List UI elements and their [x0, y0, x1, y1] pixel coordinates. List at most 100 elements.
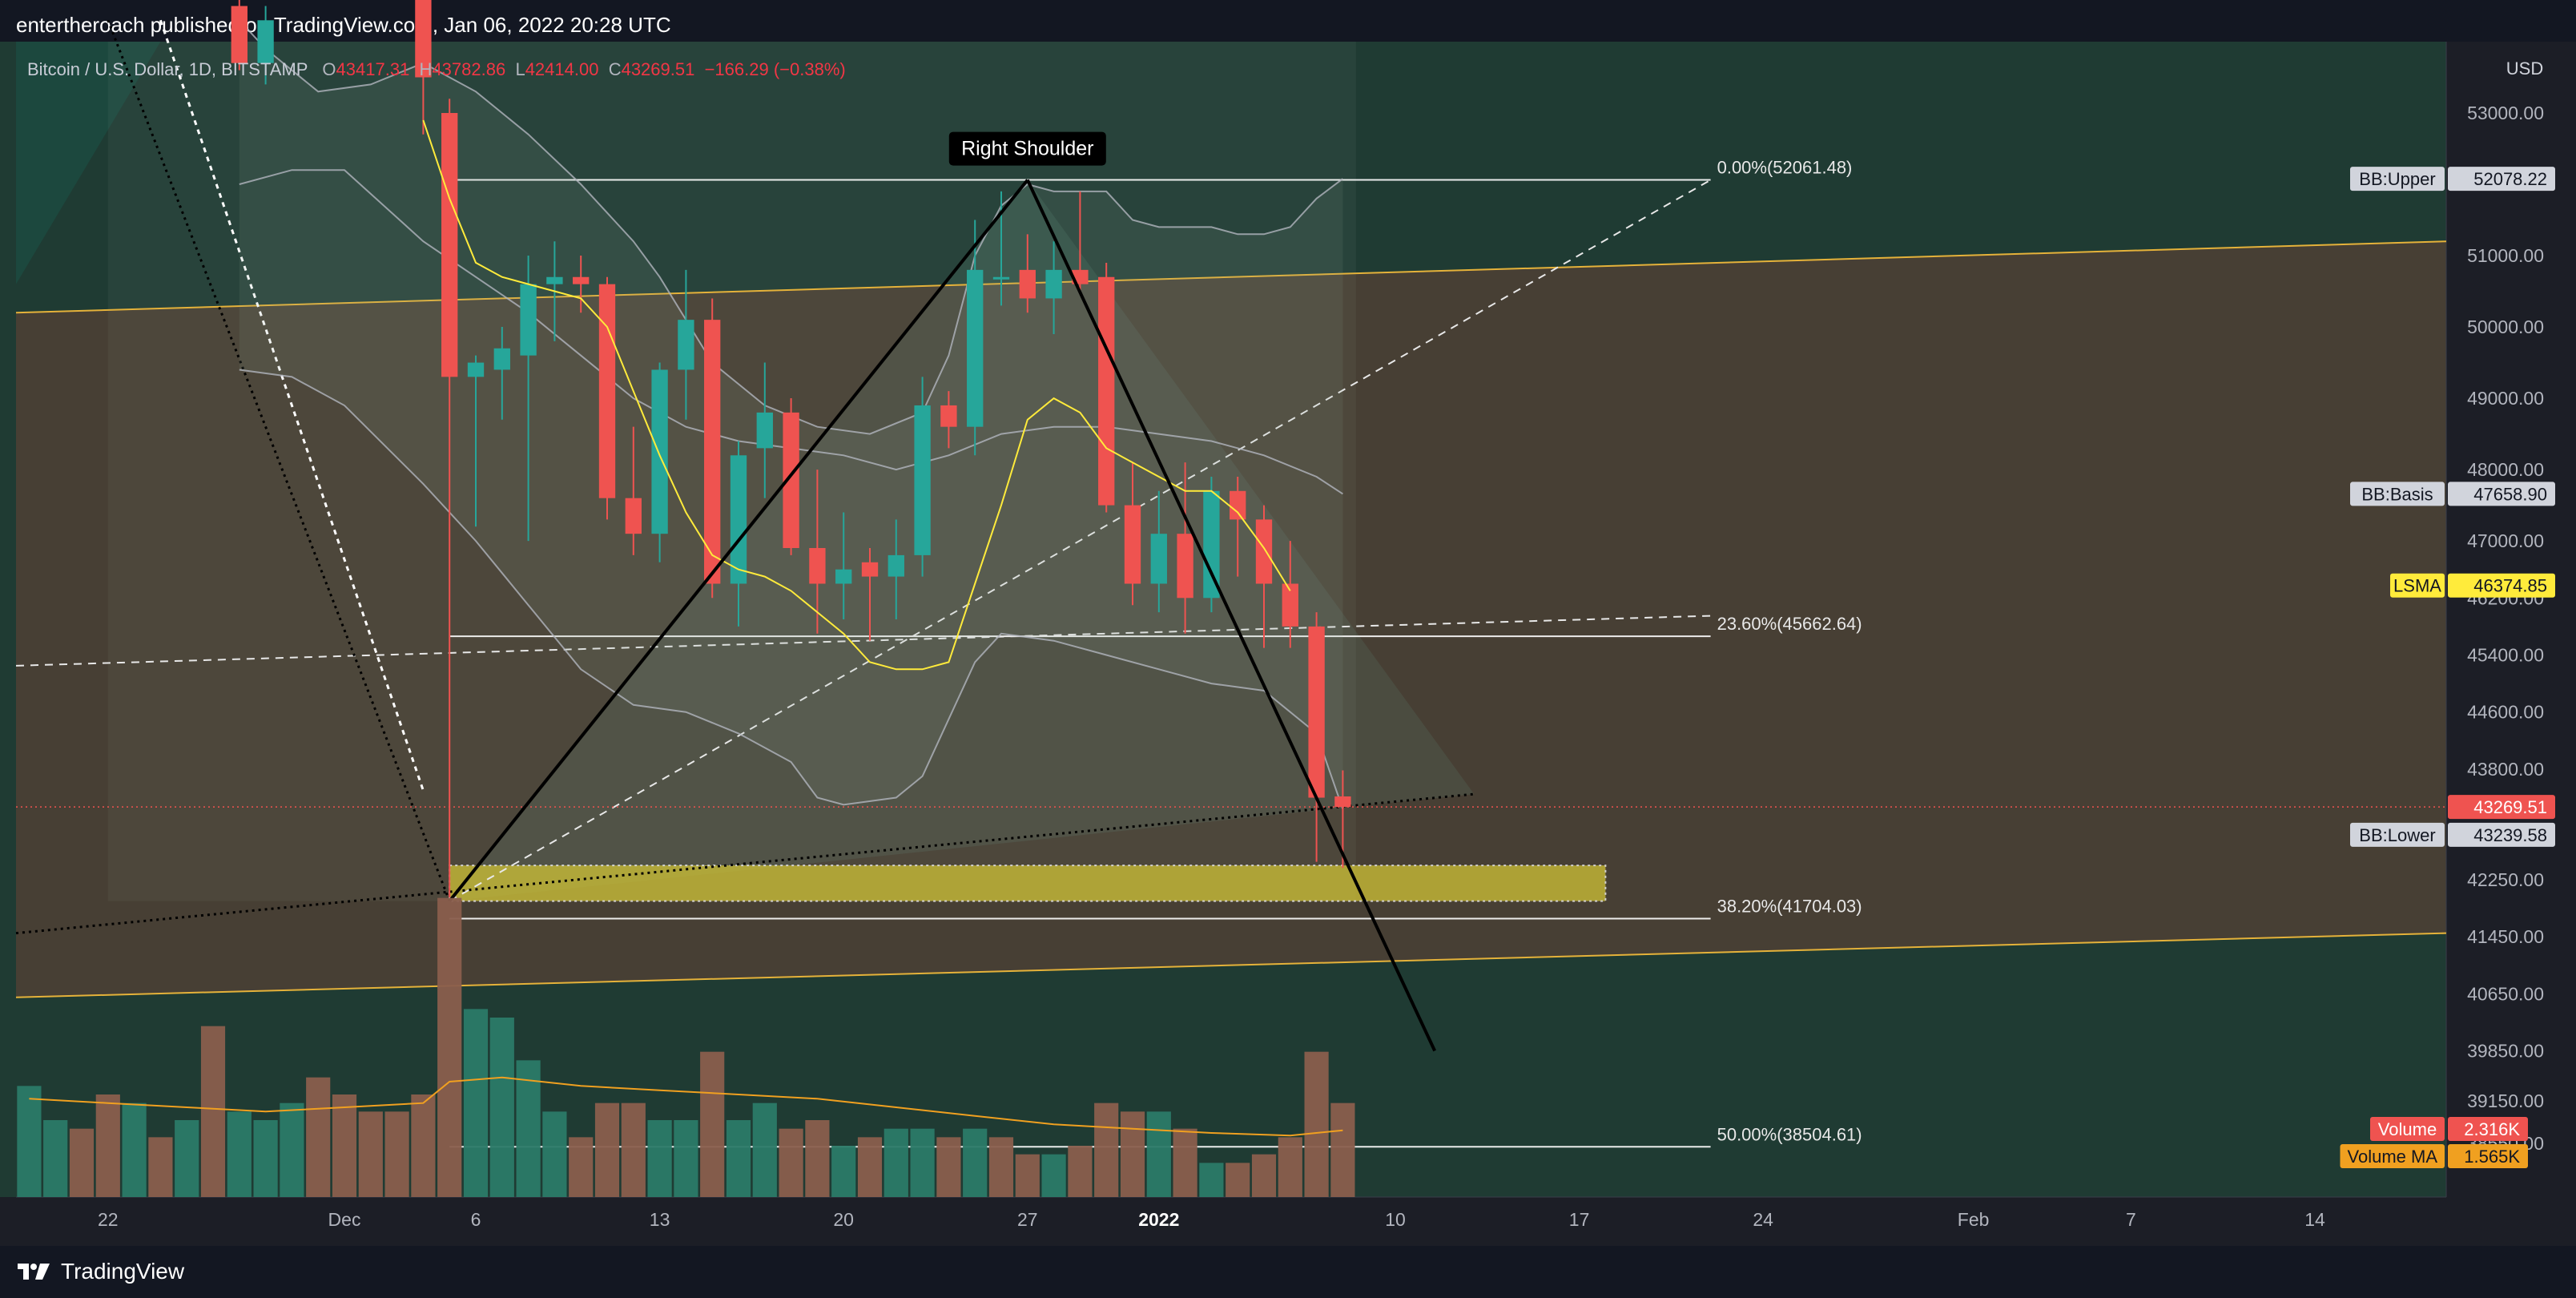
candle-body [678, 320, 694, 370]
y-tick-label: 39150.00 [2467, 1090, 2544, 1111]
volume-tag-name-bg [2370, 1117, 2445, 1141]
y-tick-label: 49000.00 [2467, 388, 2544, 409]
volume-bar [148, 1137, 173, 1197]
candle [1019, 234, 1036, 313]
candle-body [415, 0, 432, 78]
candle-body [467, 362, 485, 377]
volume-bar [69, 1128, 95, 1197]
y-tick-label: 41450.00 [2467, 926, 2544, 947]
currency-label: USD [2506, 58, 2543, 79]
volume-bar [936, 1137, 961, 1197]
price-tag-name: BB:Basis [2361, 484, 2433, 504]
symbol-name: Bitcoin / U.S. Dollar, 1D, BITSTAMP [27, 59, 308, 79]
x-tick-label: 10 [1385, 1209, 1406, 1230]
candle-body [546, 276, 563, 284]
low-label: L [515, 59, 525, 79]
bb-fill [239, 20, 1343, 809]
candle-body [1203, 490, 1220, 599]
y-tick-label: 47000.00 [2467, 530, 2544, 551]
volume-tag: Volume 2.316K [2370, 1117, 2528, 1141]
candle [598, 276, 616, 520]
y-tick-label: 44600.00 [2467, 702, 2544, 723]
fib-level-label: 0.00%(52061.48) [1717, 158, 1853, 178]
candle [835, 512, 852, 619]
volume-bar [227, 1111, 252, 1197]
volume-tag-name: Volume [2378, 1119, 2437, 1139]
candle-body [1098, 276, 1115, 506]
candle-body [257, 20, 274, 63]
candle-body [940, 405, 957, 427]
volume-bar [779, 1128, 803, 1197]
candle [914, 377, 931, 577]
candle-body [992, 276, 1010, 280]
support-zone [449, 865, 1607, 902]
candle [625, 426, 642, 555]
volume-tag-name-bg [2340, 1144, 2445, 1168]
candle [441, 99, 458, 898]
candle-body [809, 547, 826, 584]
price-tag-name-bg [2350, 482, 2445, 506]
annotation-box [948, 131, 1106, 166]
volume-bar [594, 1102, 620, 1197]
volume-bar [1068, 1146, 1093, 1197]
price-tag-value: 46374.85 [2473, 576, 2547, 596]
price-tag-value-bg [2448, 573, 2555, 598]
volume-bar [1251, 1154, 1277, 1197]
volume-bar [700, 1051, 725, 1197]
price-tag: LSMA 46374.85 [2390, 573, 2555, 598]
volume-bar [437, 897, 462, 1197]
volume-bar [963, 1128, 988, 1197]
price-tag-value: 43269.51 [2473, 797, 2547, 817]
channel-trendline [15, 240, 2447, 314]
y-tick-label: 48000.00 [2467, 459, 2544, 480]
candle-body [625, 498, 642, 534]
candle [756, 362, 773, 498]
tradingview-logo[interactable]: TradingView [16, 1257, 184, 1286]
price-tag: BB:Upper 52078.22 [2350, 167, 2555, 191]
candle-body [783, 412, 799, 548]
price-tag-name-bg [2350, 167, 2445, 191]
x-tick-label: 27 [1017, 1209, 1038, 1230]
price-tag: BB:Basis 47658.90 [2350, 482, 2555, 506]
volume-bar [463, 1009, 489, 1197]
x-tick-label: 7 [2126, 1209, 2136, 1230]
y-tick-label: 53000.00 [2467, 103, 2544, 123]
candle-body [967, 269, 984, 427]
volume-bar [752, 1102, 777, 1197]
candle-body [1282, 583, 1298, 627]
y-tick-label: 42250.00 [2467, 869, 2544, 890]
high-value: 43782.86 [432, 59, 506, 79]
footer-bar: TradingView [0, 1246, 2576, 1298]
close-label: C [608, 59, 622, 79]
candle-body [1334, 796, 1351, 808]
symbol-legend: Bitcoin / U.S. Dollar, 1D, BITSTAMP O434… [27, 59, 846, 80]
volume-tag-value-bg [2448, 1117, 2528, 1141]
price-tag-value: 52078.22 [2473, 169, 2547, 189]
volume-bar [1304, 1051, 1329, 1197]
price-tag: BB:Lower 43239.58 [2350, 822, 2555, 847]
y-axis-panel [2446, 42, 2576, 1197]
price-chart[interactable]: 53000.00 51000.00 50000.00 49000.00 48000.00… [0, 0, 2576, 1246]
candle-body [1255, 519, 1273, 584]
candle-body [835, 569, 852, 584]
candle [1308, 612, 1325, 862]
candle [678, 269, 694, 420]
candle [231, 0, 248, 71]
price-tag-name-bg [2350, 822, 2445, 847]
candle [809, 470, 826, 634]
volume-bar [1120, 1111, 1145, 1197]
candle-body [1045, 269, 1062, 299]
candle [730, 441, 747, 627]
candle [415, 0, 432, 135]
pattern-trendline [1025, 179, 1437, 1052]
x-tick-label: Feb [1958, 1209, 1990, 1230]
volume-bar [831, 1146, 856, 1197]
volume-bar [883, 1128, 908, 1197]
y-tick-label: 45400.00 [2467, 645, 2544, 666]
open-label: O [322, 59, 336, 79]
bb-upper-line [239, 19, 1344, 435]
candle-body [598, 284, 616, 498]
x-tick-label: 13 [650, 1209, 670, 1230]
price-tag: 43269.51 [2448, 795, 2555, 820]
volume-bar [1173, 1128, 1197, 1197]
